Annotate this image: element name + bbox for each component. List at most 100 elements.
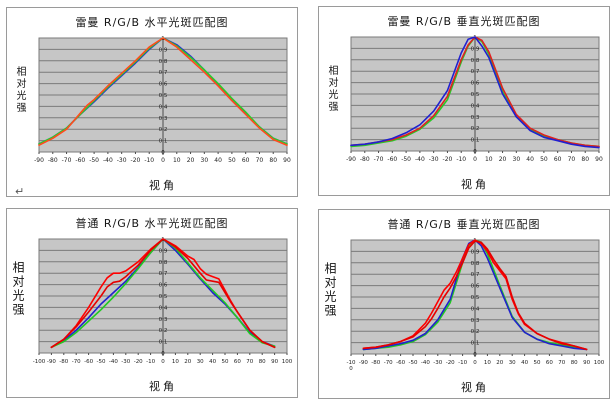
x-axis-label: 视角 bbox=[461, 178, 489, 191]
svg-text:0.3: 0.3 bbox=[159, 116, 168, 122]
paragraph-return-icon: ↵ bbox=[15, 185, 25, 198]
svg-text:-90: -90 bbox=[47, 359, 56, 365]
svg-text:0.6: 0.6 bbox=[159, 82, 168, 88]
svg-text:40: 40 bbox=[521, 360, 528, 366]
svg-text:90: 90 bbox=[595, 156, 603, 163]
svg-text:-80: -80 bbox=[48, 157, 58, 164]
svg-text:-50: -50 bbox=[89, 157, 99, 164]
svg-text:-10: -10 bbox=[146, 359, 155, 365]
svg-text:90: 90 bbox=[271, 359, 278, 365]
svg-text:40: 40 bbox=[209, 359, 216, 365]
svg-text:0.9: 0.9 bbox=[471, 249, 480, 255]
chart-title: 雷曼 R/G/B 水平光斑匹配图 bbox=[75, 16, 229, 29]
svg-text:0.8: 0.8 bbox=[471, 58, 480, 64]
svg-text:60: 60 bbox=[554, 156, 562, 163]
svg-text:60: 60 bbox=[242, 157, 250, 164]
svg-text:-10: -10 bbox=[144, 157, 154, 164]
svg-text:0.8: 0.8 bbox=[471, 261, 480, 267]
svg-text:-50: -50 bbox=[409, 360, 418, 366]
svg-text:10: 10 bbox=[172, 359, 179, 365]
svg-text:100: 100 bbox=[594, 360, 605, 366]
y-axis-label: 相对光强 bbox=[323, 262, 337, 318]
svg-text:70: 70 bbox=[246, 359, 253, 365]
svg-text:80: 80 bbox=[571, 360, 578, 366]
svg-text:70: 70 bbox=[256, 157, 264, 164]
svg-text:0.8: 0.8 bbox=[159, 59, 168, 65]
svg-text:0: 0 bbox=[161, 157, 165, 164]
svg-text:60: 60 bbox=[234, 359, 241, 365]
chart-title: 普通 R/G/B 水平光斑匹配图 bbox=[75, 217, 229, 230]
svg-text:-80: -80 bbox=[371, 360, 380, 366]
svg-text:0.3: 0.3 bbox=[159, 317, 168, 323]
svg-text:-60: -60 bbox=[75, 157, 85, 164]
svg-text:80: 80 bbox=[581, 156, 589, 163]
svg-text:-50: -50 bbox=[401, 156, 411, 163]
svg-text:-40: -40 bbox=[421, 360, 430, 366]
svg-text:80: 80 bbox=[259, 359, 266, 365]
svg-text:0: 0 bbox=[161, 359, 165, 365]
svg-text:0.1: 0.1 bbox=[471, 341, 480, 347]
svg-text:-80: -80 bbox=[59, 359, 68, 365]
svg-text:70: 70 bbox=[568, 156, 576, 163]
svg-text:-90: -90 bbox=[359, 360, 368, 366]
chart-plot-area: -90 -80 -70 -60 -50 -40 -30 -20 -10 0 10 20 30 40 50 60… bbox=[34, 36, 291, 164]
svg-text:-20: -20 bbox=[131, 157, 141, 164]
svg-text:50: 50 bbox=[540, 156, 548, 163]
svg-text:90: 90 bbox=[583, 360, 590, 366]
svg-text:0.9: 0.9 bbox=[471, 46, 480, 52]
svg-text:20: 20 bbox=[184, 359, 191, 365]
chart-panel-leiman-vertical[interactable]: 雷曼 R/G/B 垂直光斑匹配图 相对光强 -90 -80 -70 -60 -50 -40… bbox=[318, 6, 610, 196]
svg-text:0: 0 bbox=[473, 156, 477, 163]
svg-text:0.5: 0.5 bbox=[471, 295, 480, 301]
svg-text:90: 90 bbox=[283, 157, 291, 164]
svg-text:-20: -20 bbox=[446, 360, 455, 366]
svg-text:-60: -60 bbox=[396, 360, 405, 366]
svg-text:30: 30 bbox=[197, 359, 204, 365]
svg-text:0.2: 0.2 bbox=[159, 328, 168, 334]
svg-text:-30: -30 bbox=[121, 359, 130, 365]
svg-text:-40: -40 bbox=[103, 157, 113, 164]
svg-text:40: 40 bbox=[526, 156, 534, 163]
y-axis-label: 相对光强 bbox=[11, 261, 25, 317]
svg-text:0.5: 0.5 bbox=[159, 93, 168, 99]
svg-text:-50: -50 bbox=[97, 359, 106, 365]
svg-text:80: 80 bbox=[269, 157, 277, 164]
chart-plot-area: -90 -80 -70 -60 -50 -40 -30 -20 -10 0 10 20 30 40 50 60… bbox=[346, 35, 603, 163]
svg-text:-100: -100 bbox=[347, 360, 356, 372]
svg-text:0.1: 0.1 bbox=[159, 139, 168, 145]
svg-text:-70: -70 bbox=[374, 156, 384, 163]
svg-text:-90: -90 bbox=[346, 156, 356, 163]
svg-text:0.5: 0.5 bbox=[159, 294, 168, 300]
svg-text:0.2: 0.2 bbox=[471, 329, 480, 335]
svg-text:50: 50 bbox=[228, 157, 236, 164]
svg-text:-40: -40 bbox=[109, 359, 118, 365]
svg-text:10: 10 bbox=[484, 360, 491, 366]
svg-text:0.7: 0.7 bbox=[471, 272, 480, 278]
chart-panel-putong-horizontal[interactable]: 普通 R/G/B 水平光斑匹配图 相对光强 -100 -90 -80 -70 -60 -5… bbox=[6, 208, 298, 398]
svg-text:10: 10 bbox=[485, 156, 493, 163]
svg-text:0.8: 0.8 bbox=[159, 260, 168, 266]
svg-text:30: 30 bbox=[201, 157, 209, 164]
svg-text:0.6: 0.6 bbox=[471, 81, 480, 87]
svg-text:-30: -30 bbox=[429, 156, 439, 163]
svg-text:0.6: 0.6 bbox=[471, 284, 480, 290]
svg-text:0.5: 0.5 bbox=[471, 92, 480, 98]
svg-text:0.4: 0.4 bbox=[159, 104, 168, 110]
chart-panel-leiman-horizontal[interactable]: 雷曼 R/G/B 水平光斑匹配图 相对光强 -90 -80 -70 -60 -50 -40… bbox=[6, 7, 298, 197]
chart-panel-putong-vertical[interactable]: 普通 R/G/B 垂直光斑匹配图 相对光强 -10 0 -90 -80 -70 -60 -5… bbox=[318, 209, 610, 399]
svg-text:60: 60 bbox=[546, 360, 553, 366]
svg-text:50: 50 bbox=[222, 359, 229, 365]
svg-text:30: 30 bbox=[509, 360, 516, 366]
svg-text:-60: -60 bbox=[84, 359, 93, 365]
svg-text:0.3: 0.3 bbox=[471, 115, 480, 121]
svg-text:0: 0 bbox=[473, 352, 477, 358]
x-axis-label: 视角 bbox=[149, 179, 177, 192]
svg-text:0.3: 0.3 bbox=[471, 318, 480, 324]
svg-text:0.4: 0.4 bbox=[471, 103, 480, 109]
svg-text:-60: -60 bbox=[387, 156, 397, 163]
svg-text:0.9: 0.9 bbox=[159, 47, 168, 53]
svg-text:0.7: 0.7 bbox=[159, 271, 168, 277]
y-axis-label: 相对光强 bbox=[326, 65, 337, 113]
svg-text:-100: -100 bbox=[33, 359, 46, 365]
